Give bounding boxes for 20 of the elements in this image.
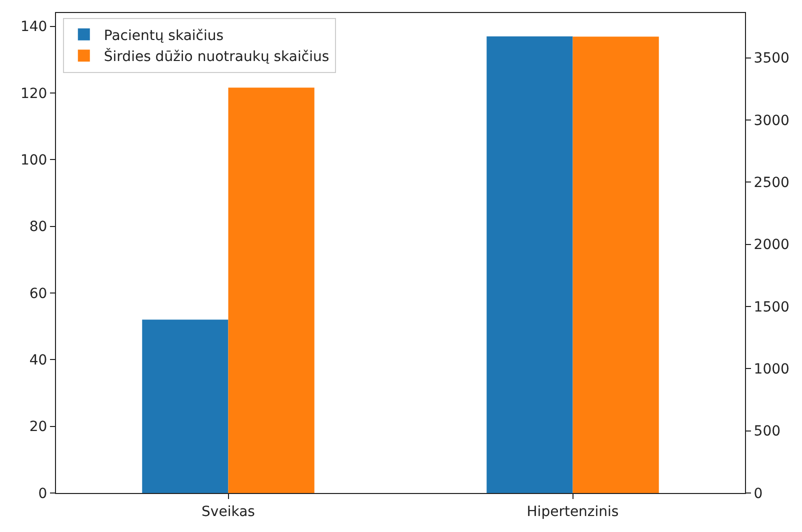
legend-label: Pacientų skaičius — [104, 28, 224, 44]
y-tick-label: 120 — [20, 86, 48, 102]
x-tick-label: Hipertenzinis — [526, 504, 619, 520]
y-tick-label: 40 — [29, 352, 48, 369]
y2-tick-label: 0 — [754, 486, 763, 502]
legend-label: Širdies dūžio nuotraukų skaičius — [104, 48, 330, 66]
y2-tick-label: 3500 — [754, 50, 790, 67]
y-tick-label: 80 — [29, 219, 48, 236]
y-tick-label: 20 — [29, 419, 48, 436]
y2-tick-label: 2500 — [754, 175, 790, 192]
y2-tick-label: 2000 — [754, 237, 790, 254]
y-tick-label: 60 — [29, 286, 48, 302]
y-tick-label: 140 — [20, 19, 48, 36]
y-tick-label: 100 — [20, 152, 48, 169]
y2-tick-label: 500 — [754, 424, 781, 440]
y2-tick-label: 1500 — [754, 299, 790, 316]
y2-tick-label: 3000 — [754, 112, 790, 129]
y2-tick-label: 1000 — [754, 362, 790, 378]
x-tick-label: Sveikas — [202, 504, 255, 520]
y-tick-label: 0 — [38, 486, 48, 502]
